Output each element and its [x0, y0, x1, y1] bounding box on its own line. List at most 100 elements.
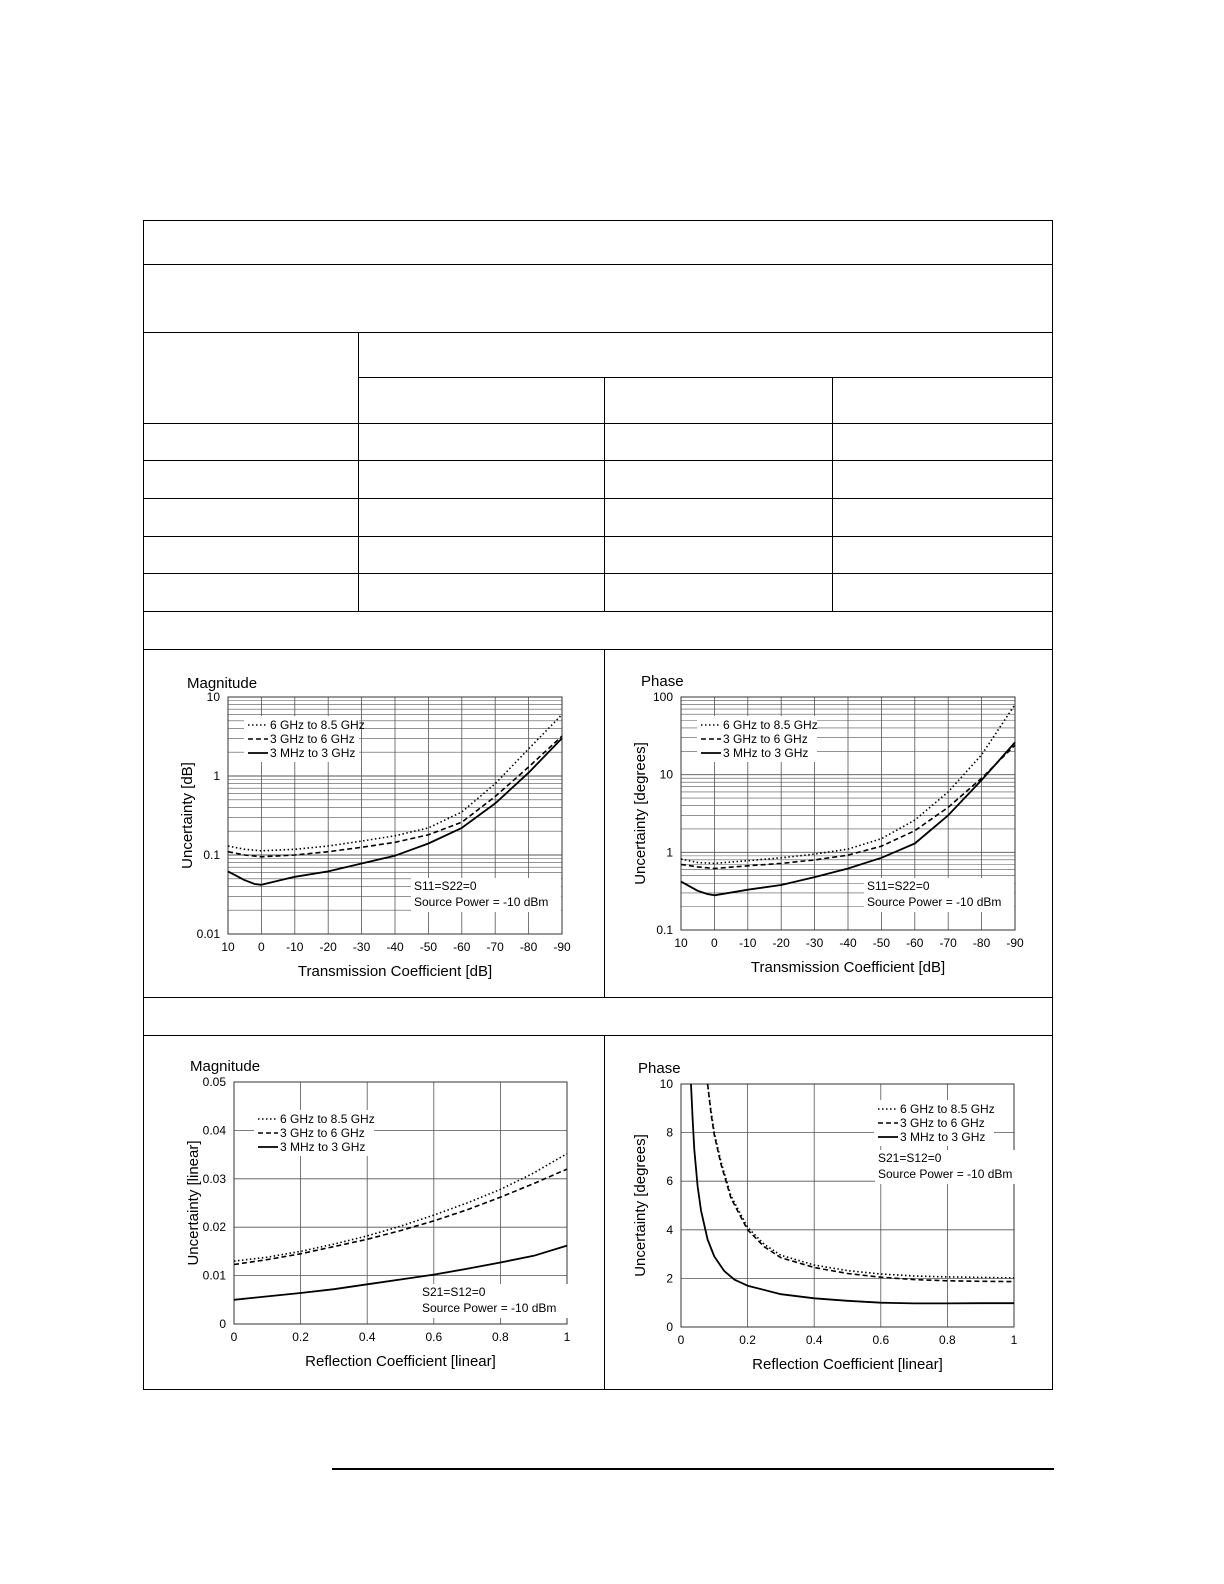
x-axis-label: Transmission Coefficient [dB]	[298, 963, 492, 980]
x-axis-label: Transmission Coefficient [dB]	[751, 959, 945, 976]
x-tick-label: 0.6	[425, 1330, 442, 1344]
x-tick-label: -50	[420, 940, 438, 954]
annotation-text: Source Power = -10 dBm	[414, 895, 548, 909]
x-tick-label: -60	[906, 936, 924, 950]
y-tick-label: 10	[660, 768, 674, 782]
x-tick-label: 10	[674, 936, 688, 950]
table-rule	[143, 573, 1053, 574]
series-line	[233, 1168, 568, 1266]
x-tick-label: -60	[453, 940, 471, 954]
table-rule	[143, 611, 1053, 612]
table-rule	[143, 264, 1053, 265]
y-tick-label: 0.02	[203, 1220, 227, 1234]
x-tick-label: -70	[940, 936, 958, 950]
x-tick-label: -50	[873, 936, 891, 950]
chart-title: Magnitude	[187, 675, 257, 692]
series-line	[233, 1152, 568, 1262]
legend-label: 3 MHz to 3 GHz	[723, 746, 808, 760]
y-tick-label: 0.04	[203, 1123, 227, 1137]
x-tick-label: 0.2	[739, 1333, 756, 1347]
legend-label: 3 MHz to 3 GHz	[270, 746, 355, 760]
legend-box	[244, 716, 359, 762]
legend-label: 3 GHz to 6 GHz	[270, 732, 355, 746]
y-tick-label: 10	[660, 1077, 674, 1091]
annotation-box	[864, 878, 1014, 912]
table-divider	[358, 332, 359, 611]
y-tick-label: 0.05	[203, 1075, 227, 1089]
x-tick-label: 1	[1011, 1333, 1018, 1347]
chart-title: Phase	[638, 1060, 681, 1077]
plot-area	[233, 1081, 568, 1325]
annotation-box	[419, 1284, 569, 1318]
x-tick-label: 0.4	[359, 1330, 376, 1344]
x-tick-label: -20	[773, 936, 791, 950]
x-tick-label: -90	[1006, 936, 1024, 950]
table-rule	[143, 460, 1053, 461]
annotation-text: S11=S22=0	[414, 879, 477, 893]
x-tick-label: -40	[839, 936, 857, 950]
x-tick-label: 0.2	[292, 1330, 309, 1344]
annotation-text: Source Power = -10 dBm	[867, 895, 1001, 909]
y-tick-label: 0.01	[203, 1269, 227, 1283]
table-rule	[143, 1035, 1053, 1036]
annotation-text: S21=S12=0	[878, 1151, 942, 1165]
annotation-box	[411, 878, 561, 912]
y-tick-label: 0.1	[203, 848, 220, 862]
plot-area	[227, 696, 563, 935]
y-tick-label: 10	[207, 690, 221, 704]
x-tick-label: -30	[806, 936, 824, 950]
x-tick-label: -10	[739, 936, 757, 950]
annotation-text: Source Power = -10 dBm	[422, 1301, 556, 1315]
y-tick-label: 6	[666, 1174, 673, 1188]
x-axis-label: Reflection Coefficient [linear]	[752, 1356, 943, 1373]
y-axis-label: Uncertainty [dB]	[179, 762, 196, 869]
footer-rule	[332, 1468, 1054, 1470]
table-rule	[143, 536, 1053, 537]
table-rule	[143, 332, 1053, 333]
x-tick-label: -80	[520, 940, 538, 954]
series-line	[706, 1083, 1015, 1283]
x-tick-label: 10	[221, 940, 235, 954]
legend-label: 3 GHz to 6 GHz	[900, 1116, 985, 1130]
table-divider	[604, 377, 605, 611]
x-tick-label: 0	[258, 940, 265, 954]
x-tick-label: -90	[553, 940, 571, 954]
plot-area	[680, 1083, 1015, 1328]
y-tick-label: 2	[666, 1271, 673, 1285]
table-rule	[143, 498, 1053, 499]
annotation-box	[875, 1150, 1025, 1184]
x-tick-label: 0	[711, 936, 718, 950]
x-tick-label: -40	[386, 940, 404, 954]
y-tick-label: 1	[666, 845, 673, 859]
x-tick-label: 0.6	[872, 1333, 889, 1347]
plot-area	[680, 696, 1016, 931]
legend-label: 3 MHz to 3 GHz	[900, 1130, 985, 1144]
y-axis-label: Uncertainty [degrees]	[632, 1134, 649, 1277]
table-divider	[604, 1035, 605, 1389]
x-tick-label: -80	[973, 936, 991, 950]
x-tick-label: -30	[353, 940, 371, 954]
y-tick-label: 0	[219, 1317, 226, 1331]
y-tick-label: 1	[213, 769, 220, 783]
table-divider	[604, 649, 605, 997]
legend-label: 6 GHz to 8.5 GHz	[270, 718, 365, 732]
series-line	[690, 1083, 1014, 1305]
y-axis-label: Uncertainty [linear]	[185, 1140, 202, 1265]
y-tick-label: 4	[666, 1223, 673, 1237]
x-tick-label: 0.8	[939, 1333, 956, 1347]
series-line	[233, 1244, 568, 1301]
series-line	[680, 741, 1016, 897]
y-axis-label: Uncertainty [degrees]	[632, 742, 649, 885]
legend-label: 3 GHz to 6 GHz	[723, 732, 808, 746]
table-rule	[143, 997, 1053, 998]
series-line	[680, 704, 1016, 865]
x-axis-label: Reflection Coefficient [linear]	[305, 1353, 496, 1370]
y-tick-label: 0	[666, 1320, 673, 1334]
x-tick-label: -70	[487, 940, 505, 954]
legend-label: 3 GHz to 6 GHz	[280, 1126, 365, 1140]
y-tick-label: 0.1	[656, 923, 673, 937]
table-rule	[143, 649, 1053, 650]
annotation-text: S21=S12=0	[422, 1285, 486, 1299]
annotation-text: S11=S22=0	[867, 879, 930, 893]
x-tick-label: 0.8	[492, 1330, 509, 1344]
